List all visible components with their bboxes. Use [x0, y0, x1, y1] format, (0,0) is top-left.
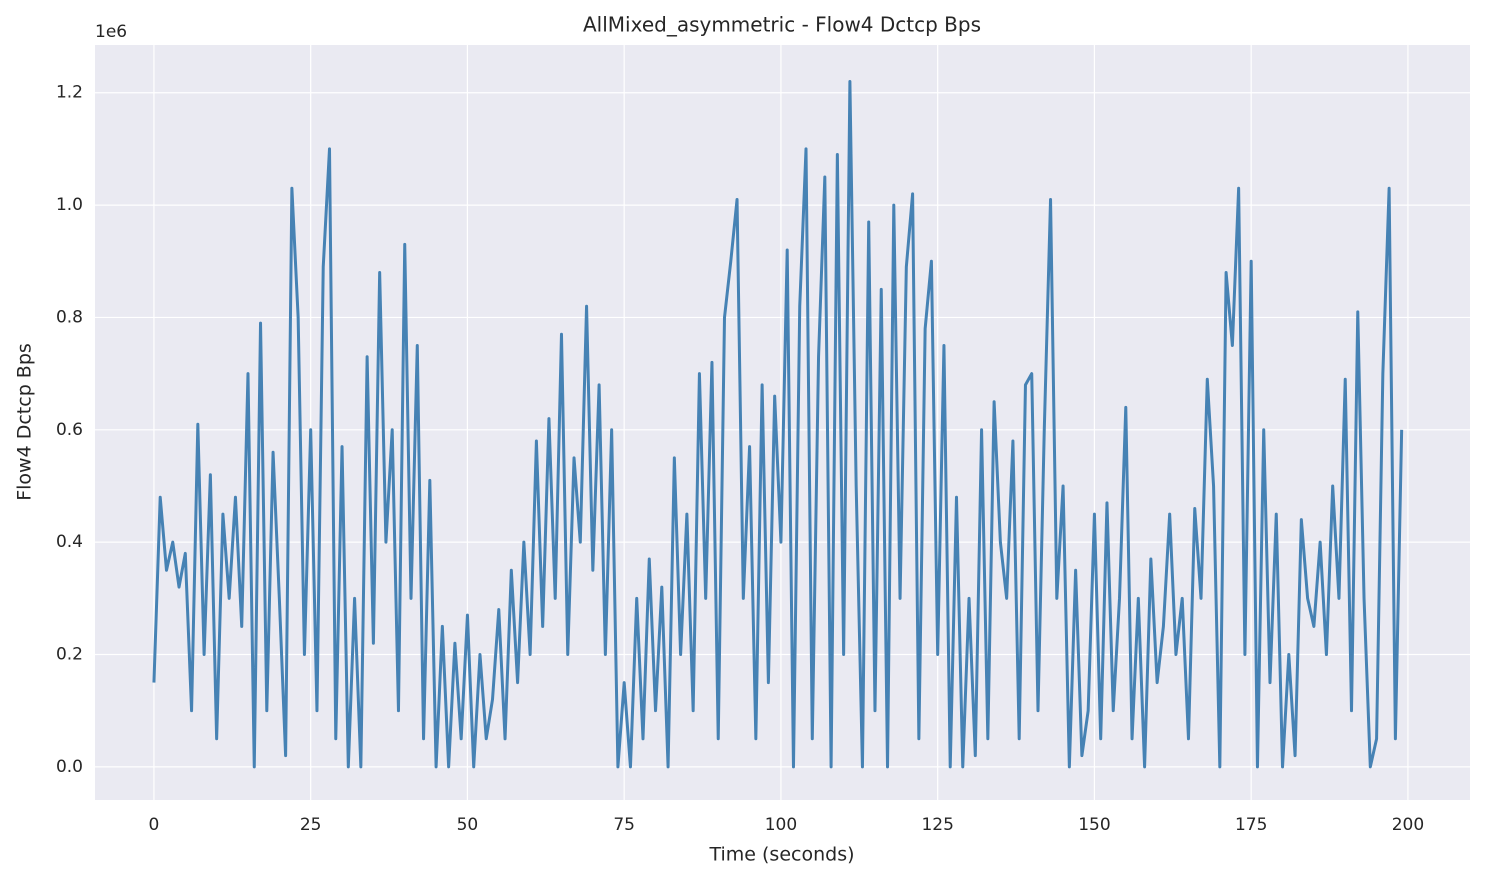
x-tick-label: 0 — [149, 815, 160, 835]
y-tick-label: 0.8 — [56, 307, 83, 327]
y-tick-label: 0.0 — [56, 757, 83, 777]
x-tick-label: 150 — [1078, 815, 1110, 835]
x-tick-label: 25 — [300, 815, 322, 835]
y-tick-label: 0.4 — [56, 532, 83, 552]
y-tick-label: 0.2 — [56, 645, 83, 665]
marks — [152, 80, 1404, 769]
y-tick-label: 0.6 — [56, 420, 83, 440]
x-tick-label: 100 — [765, 815, 797, 835]
x-tick-label: 175 — [1235, 815, 1267, 835]
x-tick-label: 125 — [921, 815, 953, 835]
x-axis-label: Time (seconds) — [708, 844, 854, 866]
y-tick-label: 1.2 — [56, 83, 83, 103]
y-axis-label: Flow4 Dctcp Bps — [14, 343, 36, 501]
x-tick-label: 75 — [613, 815, 635, 835]
y-offset-label: 1e6 — [95, 22, 127, 42]
data-line — [152, 80, 1404, 769]
x-tick-label: 50 — [457, 815, 479, 835]
grid — [95, 45, 1470, 800]
x-tick-label: 200 — [1392, 815, 1424, 835]
y-tick-label: 1.0 — [56, 195, 83, 215]
chart-title: AllMixed_asymmetric - Flow4 Dctcp Bps — [583, 13, 981, 37]
